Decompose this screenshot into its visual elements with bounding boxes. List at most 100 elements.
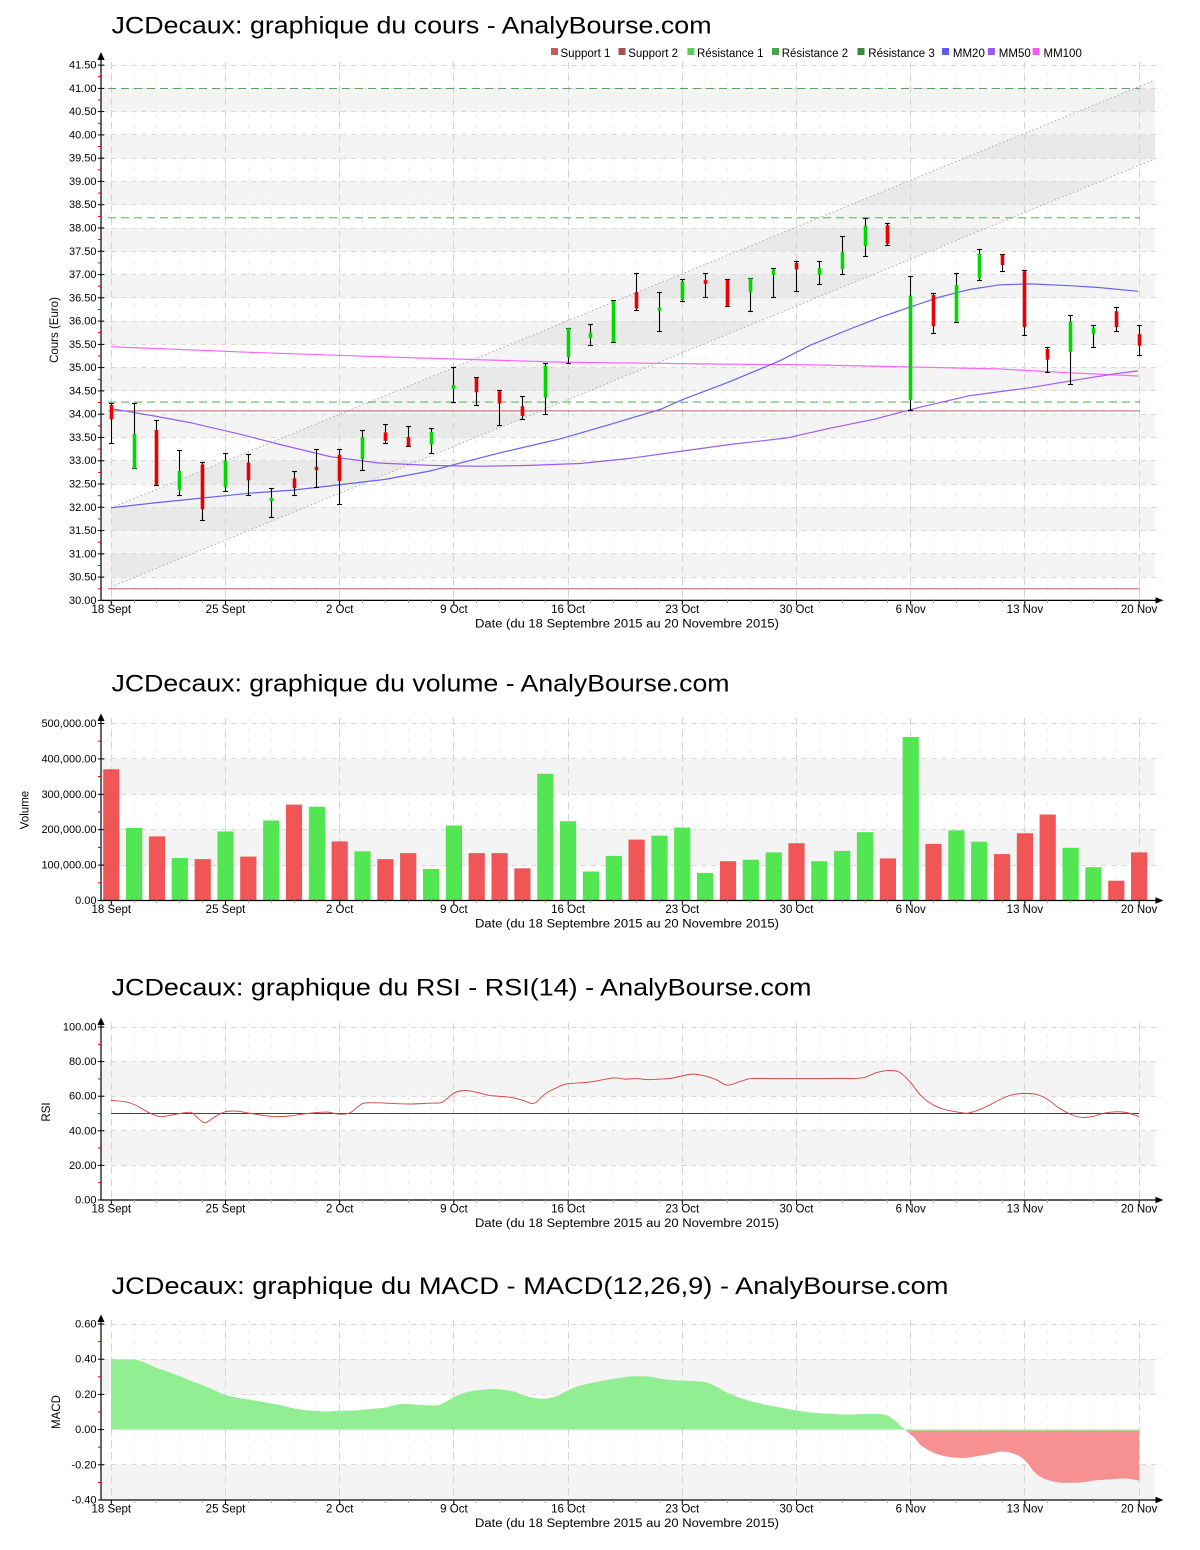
svg-text:2 Oct: 2 Oct xyxy=(326,1204,354,1216)
svg-text:6 Nov: 6 Nov xyxy=(896,904,926,916)
svg-text:13 Nov: 13 Nov xyxy=(1007,904,1044,916)
svg-text:Date (du 18 Septembre 2015 au: Date (du 18 Septembre 2015 au 20 Novembr… xyxy=(475,919,779,931)
svg-text:0.40: 0.40 xyxy=(75,1354,96,1366)
svg-text:0.00: 0.00 xyxy=(75,895,96,907)
svg-text:0.60: 0.60 xyxy=(75,1319,96,1331)
svg-text:16 Oct: 16 Oct xyxy=(551,604,586,616)
svg-text:100,000.00: 100,000.00 xyxy=(41,860,96,872)
svg-text:JCDecaux: graphique du cours -: JCDecaux: graphique du cours - AnalyBour… xyxy=(112,13,712,40)
svg-text:80.00: 80.00 xyxy=(69,1056,97,1068)
svg-text:30 Oct: 30 Oct xyxy=(780,1204,815,1216)
svg-text:23 Oct: 23 Oct xyxy=(665,1504,700,1516)
svg-text:0.00: 0.00 xyxy=(75,1195,96,1207)
svg-text:37.00: 37.00 xyxy=(69,269,97,281)
svg-text:18 Sept: 18 Sept xyxy=(91,904,131,916)
svg-text:40.00: 40.00 xyxy=(69,129,97,141)
svg-text:35.50: 35.50 xyxy=(69,339,97,351)
svg-text:30.50: 30.50 xyxy=(69,572,97,584)
svg-text:2 Oct: 2 Oct xyxy=(326,604,354,616)
svg-text:34.00: 34.00 xyxy=(69,409,97,421)
svg-text:6 Nov: 6 Nov xyxy=(896,1504,926,1516)
svg-text:Date (du 18 Septembre 2015 au: Date (du 18 Septembre 2015 au 20 Novembr… xyxy=(475,1518,779,1530)
svg-text:37.50: 37.50 xyxy=(69,246,97,258)
svg-text:16 Oct: 16 Oct xyxy=(551,904,586,916)
svg-text:MM50: MM50 xyxy=(999,48,1031,60)
svg-text:Résistance 1: Résistance 1 xyxy=(697,48,763,60)
svg-text:18 Sept: 18 Sept xyxy=(91,1504,131,1516)
svg-text:30 Oct: 30 Oct xyxy=(780,604,815,616)
svg-text:25 Sept: 25 Sept xyxy=(206,1504,246,1516)
svg-text:36.00: 36.00 xyxy=(69,316,97,328)
svg-text:20 Nov: 20 Nov xyxy=(1121,604,1158,616)
svg-text:18 Sept: 18 Sept xyxy=(91,604,131,616)
svg-text:200,000.00: 200,000.00 xyxy=(41,824,96,836)
svg-text:Date (du 18 Septembre 2015 au: Date (du 18 Septembre 2015 au 20 Novembr… xyxy=(475,1218,779,1230)
svg-text:40.00: 40.00 xyxy=(69,1125,97,1137)
svg-text:Support 1: Support 1 xyxy=(561,48,611,60)
svg-text:33.00: 33.00 xyxy=(69,455,97,467)
svg-text:20.00: 20.00 xyxy=(69,1160,97,1172)
svg-text:Résistance 3: Résistance 3 xyxy=(868,48,934,60)
svg-text:MM20: MM20 xyxy=(953,48,985,60)
svg-text:JCDecaux: graphique du RSI - R: JCDecaux: graphique du RSI - RSI(14) - A… xyxy=(112,975,812,1002)
svg-text:60.00: 60.00 xyxy=(69,1091,97,1103)
svg-text:6 Nov: 6 Nov xyxy=(896,604,926,616)
svg-text:MACD: MACD xyxy=(51,1395,63,1429)
svg-text:9 Oct: 9 Oct xyxy=(440,1204,468,1216)
svg-text:9 Oct: 9 Oct xyxy=(440,904,468,916)
svg-text:Date (du 18 Septembre 2015 au: Date (du 18 Septembre 2015 au 20 Novembr… xyxy=(475,619,779,631)
svg-text:23 Oct: 23 Oct xyxy=(665,1204,700,1216)
svg-text:30 Oct: 30 Oct xyxy=(780,904,815,916)
svg-text:500,000.00: 500,000.00 xyxy=(41,718,96,730)
svg-text:RSI: RSI xyxy=(41,1102,53,1121)
svg-text:38.00: 38.00 xyxy=(69,223,97,235)
svg-text:Résistance 2: Résistance 2 xyxy=(782,48,848,60)
svg-text:2 Oct: 2 Oct xyxy=(326,1504,354,1516)
svg-text:31.50: 31.50 xyxy=(69,525,97,537)
svg-text:31.00: 31.00 xyxy=(69,548,97,560)
svg-text:16 Oct: 16 Oct xyxy=(551,1504,586,1516)
svg-text:30.00: 30.00 xyxy=(69,595,97,607)
svg-text:25 Sept: 25 Sept xyxy=(206,604,246,616)
svg-text:0.20: 0.20 xyxy=(75,1389,96,1401)
svg-text:2 Oct: 2 Oct xyxy=(326,904,354,916)
svg-text:6 Nov: 6 Nov xyxy=(896,1204,926,1216)
svg-text:33.50: 33.50 xyxy=(69,432,97,444)
svg-text:Support 2: Support 2 xyxy=(628,48,678,60)
svg-text:9 Oct: 9 Oct xyxy=(440,604,468,616)
svg-text:400,000.00: 400,000.00 xyxy=(41,753,96,765)
svg-text:36.50: 36.50 xyxy=(69,292,97,304)
svg-text:Volume: Volume xyxy=(20,791,32,829)
svg-text:23 Oct: 23 Oct xyxy=(665,604,700,616)
svg-text:300,000.00: 300,000.00 xyxy=(41,789,96,801)
svg-text:41.50: 41.50 xyxy=(69,60,97,72)
svg-text:35.00: 35.00 xyxy=(69,362,97,374)
svg-text:13 Nov: 13 Nov xyxy=(1007,604,1044,616)
svg-text:MM100: MM100 xyxy=(1044,48,1082,60)
svg-text:20 Nov: 20 Nov xyxy=(1121,1504,1158,1516)
svg-text:38.50: 38.50 xyxy=(69,199,97,211)
svg-text:13 Nov: 13 Nov xyxy=(1007,1504,1044,1516)
svg-text:25 Sept: 25 Sept xyxy=(206,1204,246,1216)
svg-text:100.00: 100.00 xyxy=(63,1022,97,1034)
svg-text:16 Oct: 16 Oct xyxy=(551,1204,586,1216)
svg-text:39.50: 39.50 xyxy=(69,153,97,165)
svg-text:JCDecaux: graphique du MACD -: JCDecaux: graphique du MACD - MACD(12,26… xyxy=(112,1273,949,1300)
svg-text:0.00: 0.00 xyxy=(75,1424,96,1436)
svg-text:Cours (Euro): Cours (Euro) xyxy=(49,297,61,363)
svg-text:41.00: 41.00 xyxy=(69,83,97,95)
svg-text:39.00: 39.00 xyxy=(69,176,97,188)
svg-text:-0.20: -0.20 xyxy=(71,1459,96,1471)
svg-text:34.50: 34.50 xyxy=(69,385,97,397)
svg-text:-0.40: -0.40 xyxy=(71,1495,96,1507)
svg-text:JCDecaux: graphique du volume: JCDecaux: graphique du volume - AnalyBou… xyxy=(112,671,730,698)
svg-text:30 Oct: 30 Oct xyxy=(780,1504,815,1516)
svg-text:25 Sept: 25 Sept xyxy=(206,904,246,916)
svg-text:23 Oct: 23 Oct xyxy=(665,904,700,916)
svg-text:32.50: 32.50 xyxy=(69,479,97,491)
svg-text:40.50: 40.50 xyxy=(69,106,97,118)
svg-text:20 Nov: 20 Nov xyxy=(1121,904,1158,916)
svg-text:9 Oct: 9 Oct xyxy=(440,1504,468,1516)
svg-text:18 Sept: 18 Sept xyxy=(91,1204,131,1216)
svg-text:32.00: 32.00 xyxy=(69,502,97,514)
